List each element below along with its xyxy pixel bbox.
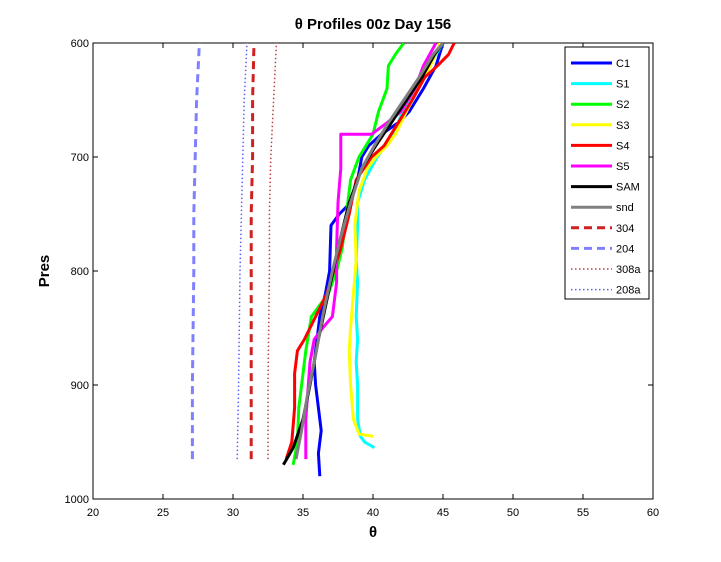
x-tick-label: 30 — [227, 507, 239, 519]
y-tick-label: 700 — [71, 152, 89, 164]
chart-title: θ Profiles 00z Day 156 — [295, 16, 452, 33]
legend: C1 S1 S2 S3 S4 S5 SAM snd 304 204 308a 208a — [564, 46, 650, 300]
legend-entry-S4: S4 — [616, 140, 629, 152]
x-tick-label: 55 — [577, 507, 589, 519]
x-tick-label: 50 — [507, 507, 519, 519]
y-tick-label: 1000 — [65, 494, 89, 506]
legend-entry-S3: S3 — [616, 120, 629, 132]
series-line-208a — [236, 43, 248, 460]
series-line-snd — [294, 43, 445, 460]
y-tick-label: 600 — [71, 38, 89, 50]
series-line-308a — [267, 43, 278, 460]
x-axis-ticks: 20 25 30 35 40 45 50 55 60 — [87, 43, 659, 519]
x-tick-label: 45 — [437, 507, 449, 519]
y-tick-label: 900 — [71, 380, 89, 392]
y-axis-ticks: 600 700 800 900 1000 — [65, 38, 653, 506]
plot-area — [92, 42, 654, 500]
series-line-S4 — [284, 43, 456, 460]
x-tick-label: 20 — [87, 507, 99, 519]
series-layer — [190, 43, 456, 477]
legend-entry-snd: snd — [616, 202, 634, 214]
legend-box — [564, 46, 650, 300]
legend-entry-208a: 208a — [616, 285, 641, 297]
legend-entry-308a: 308a — [616, 264, 641, 276]
legend-entry-S2: S2 — [616, 99, 629, 111]
x-tick-label: 35 — [297, 507, 309, 519]
legend-entry-C1: C1 — [616, 58, 630, 70]
legend-entry-204: 204 — [616, 243, 634, 255]
y-axis-label: Pres — [36, 255, 53, 288]
legend-entry-S5: S5 — [616, 161, 629, 173]
x-tick-label: 25 — [157, 507, 169, 519]
legend-entry-SAM: SAM — [616, 182, 640, 194]
x-axis-label: θ — [369, 524, 377, 541]
y-tick-label: 800 — [71, 266, 89, 278]
x-tick-label: 60 — [647, 507, 659, 519]
legend-entry-S1: S1 — [616, 79, 629, 91]
legend-entry-304: 304 — [616, 223, 634, 235]
series-line-S5 — [304, 43, 438, 460]
x-tick-label: 40 — [367, 507, 379, 519]
